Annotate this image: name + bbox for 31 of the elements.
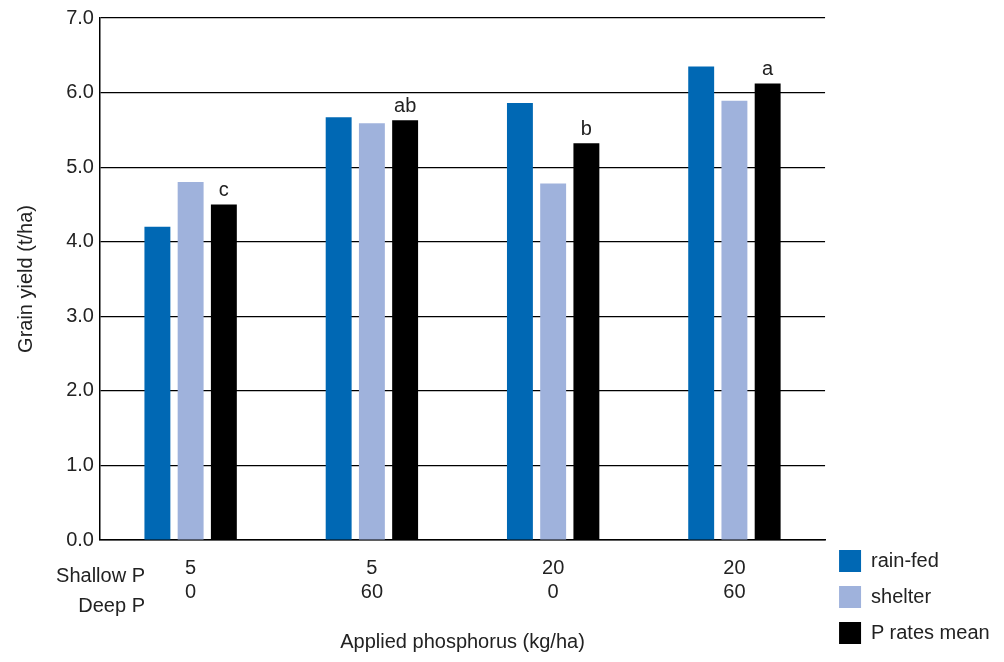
bar <box>144 226 171 540</box>
bar <box>358 123 385 540</box>
y-tick-label: 3.0 <box>66 303 94 326</box>
bar <box>540 183 567 540</box>
y-tick-label: 5.0 <box>66 154 94 177</box>
legend-label: shelter <box>871 584 932 607</box>
bar <box>177 182 204 540</box>
bar <box>688 66 715 540</box>
bar <box>721 100 748 540</box>
x-tick-label: 5 60 <box>360 555 384 602</box>
legend-label: rain-fed <box>871 548 939 571</box>
data-label: ab <box>394 93 417 116</box>
text: Deep P <box>78 593 145 616</box>
y-tick-label: 2.0 <box>66 378 94 401</box>
legend-label: P rates mean <box>871 620 990 643</box>
y-tick-label: 1.0 <box>66 452 94 475</box>
text: Shallow P <box>56 563 145 586</box>
x-tick-label: 5 0 <box>185 555 197 602</box>
x-axis-title: Applied phosphorus (kg/ha) <box>340 629 585 652</box>
bar <box>325 117 352 540</box>
x-tick-label: 20 0 <box>542 555 565 602</box>
y-tick-label: 7.0 <box>66 5 94 28</box>
bar <box>506 103 533 540</box>
data-label: b <box>580 116 592 139</box>
y-axis-title: Grain yield (t/ha) <box>13 205 36 353</box>
data-label: a <box>762 57 775 80</box>
x-tick-label: 20 60 <box>723 555 746 602</box>
y-tick-label: 0.0 <box>66 527 94 550</box>
y-tick-label: 6.0 <box>66 80 94 103</box>
y-tick-label: 4.0 <box>66 229 94 252</box>
data-label: c <box>218 177 229 200</box>
